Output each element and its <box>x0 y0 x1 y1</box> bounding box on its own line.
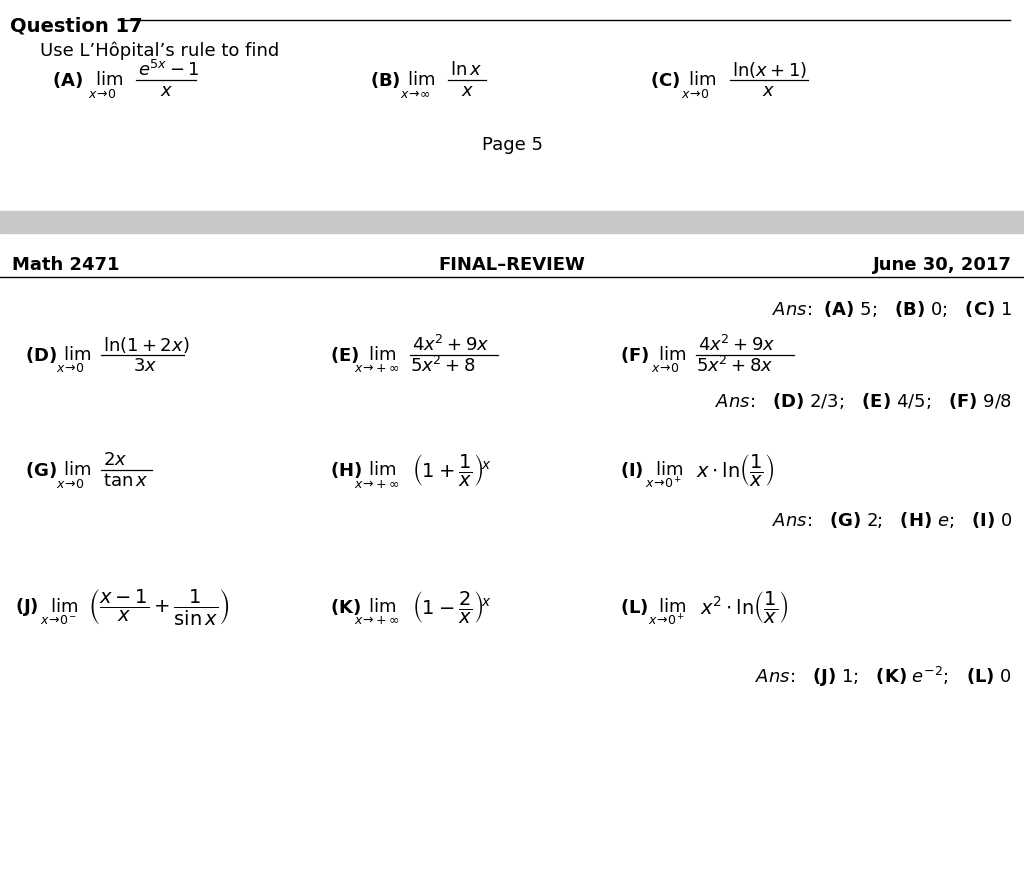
Text: $\mathbf{(L)}$: $\mathbf{(L)}$ <box>620 597 648 617</box>
Text: $x\!\to\!0^+$: $x\!\to\!0^+$ <box>648 613 685 628</box>
Text: $\left(\dfrac{x-1}{x}+\dfrac{1}{\sin x}\right)$: $\left(\dfrac{x-1}{x}+\dfrac{1}{\sin x}\… <box>88 587 229 627</box>
Text: $\lim$: $\lim$ <box>368 598 396 616</box>
Text: $x$: $x$ <box>762 82 775 100</box>
Text: $\lim$: $\lim$ <box>655 461 683 479</box>
Text: June 30, 2017: June 30, 2017 <box>873 256 1012 274</box>
Text: $\mathbf{(B)}$: $\mathbf{(B)}$ <box>370 70 400 90</box>
Text: $x\!\to\!+\infty$: $x\!\to\!+\infty$ <box>354 478 399 491</box>
Text: $\mathbf{(K)}$: $\mathbf{(K)}$ <box>330 597 360 617</box>
Text: $\mathbf{(F)}$: $\mathbf{(F)}$ <box>620 345 649 365</box>
Text: Page 5: Page 5 <box>481 136 543 154</box>
Text: $x^2\cdot\ln\!\left(\dfrac{1}{x}\right)$: $x^2\cdot\ln\!\left(\dfrac{1}{x}\right)$ <box>700 589 788 625</box>
Text: $\mathit{Ans}$:   $\mathbf{(J)}$ 1;   $\mathbf{(K)}$ $e^{-2}$;   $\mathbf{(L)}$ : $\mathit{Ans}$: $\mathbf{(J)}$ 1; $\math… <box>755 665 1012 689</box>
Text: $x\!\to\!+\infty$: $x\!\to\!+\infty$ <box>354 614 399 627</box>
Text: $x\!\to\!\infty$: $x\!\to\!\infty$ <box>400 88 430 101</box>
Text: $\mathbf{(D)}$: $\mathbf{(D)}$ <box>25 345 57 365</box>
Text: $5x^2+8x$: $5x^2+8x$ <box>696 356 774 376</box>
Text: $x\!\to\!0$: $x\!\to\!0$ <box>681 88 710 101</box>
Text: $4x^2+9x$: $4x^2+9x$ <box>698 335 776 355</box>
Text: $\mathbf{(I)}$: $\mathbf{(I)}$ <box>620 460 644 480</box>
Text: $x$: $x$ <box>160 82 173 100</box>
Text: $\lim$: $\lim$ <box>63 346 91 364</box>
Text: $x\!\to\!0$: $x\!\to\!0$ <box>88 88 116 101</box>
Text: $x\!\to\!0^-$: $x\!\to\!0^-$ <box>40 614 77 627</box>
Text: $3x$: $3x$ <box>133 357 158 375</box>
Text: $\lim$: $\lim$ <box>658 346 686 364</box>
Text: FINAL–REVIEW: FINAL–REVIEW <box>438 256 586 274</box>
Text: $\lim$: $\lim$ <box>50 598 78 616</box>
Text: $\left(1+\dfrac{1}{x}\right)^{\!x}$: $\left(1+\dfrac{1}{x}\right)^{\!x}$ <box>412 452 492 488</box>
Text: $x\!\to\!+\infty$: $x\!\to\!+\infty$ <box>354 362 399 375</box>
Text: $\mathbf{(H)}$: $\mathbf{(H)}$ <box>330 460 362 480</box>
Text: $\lim$: $\lim$ <box>63 461 91 479</box>
Text: $\lim$: $\lim$ <box>407 71 435 89</box>
Text: $\lim$: $\lim$ <box>368 346 396 364</box>
Text: $x\!\to\!0$: $x\!\to\!0$ <box>651 362 679 375</box>
Text: $\mathbf{(C)}$: $\mathbf{(C)}$ <box>650 70 680 90</box>
Text: Math 2471: Math 2471 <box>12 256 120 274</box>
Text: $\mathbf{(A)}$: $\mathbf{(A)}$ <box>52 70 83 90</box>
Text: $x\!\to\!0$: $x\!\to\!0$ <box>56 478 84 491</box>
Text: $x$: $x$ <box>461 82 474 100</box>
Text: $\ln x$: $\ln x$ <box>450 61 482 79</box>
Text: $e^{5x}-1$: $e^{5x}-1$ <box>138 60 200 80</box>
Text: $\mathit{Ans}$:   $\mathbf{(G)}$ 2;   $\mathbf{(H)}$ $e$;   $\mathbf{(I)}$ 0: $\mathit{Ans}$: $\mathbf{(G)}$ 2; $\math… <box>772 510 1012 530</box>
Text: $x\!\to\!0^+$: $x\!\to\!0^+$ <box>645 476 682 492</box>
Text: $4x^2+9x$: $4x^2+9x$ <box>412 335 489 355</box>
Text: $\lim$: $\lim$ <box>368 461 396 479</box>
Text: $\ln(1+2x)$: $\ln(1+2x)$ <box>103 335 189 355</box>
Text: Use L’Hôpital’s rule to find: Use L’Hôpital’s rule to find <box>40 41 280 60</box>
Bar <box>0 211 1024 233</box>
Text: $\ln(x+1)$: $\ln(x+1)$ <box>732 60 807 80</box>
Text: $\mathit{Ans}$:  $\mathbf{(A)}$ 5;   $\mathbf{(B)}$ 0;   $\mathbf{(C)}$ 1: $\mathit{Ans}$: $\mathbf{(A)}$ 5; $\math… <box>772 299 1012 319</box>
Text: $5x^2+8$: $5x^2+8$ <box>410 356 476 376</box>
Text: $\left(1-\dfrac{2}{x}\right)^{\!x}$: $\left(1-\dfrac{2}{x}\right)^{\!x}$ <box>412 589 492 625</box>
Text: $\lim$: $\lim$ <box>95 71 123 89</box>
Text: $\tan x$: $\tan x$ <box>103 472 148 490</box>
Text: $\mathbf{(J)}$: $\mathbf{(J)}$ <box>15 596 39 618</box>
Text: $\lim$: $\lim$ <box>658 598 686 616</box>
Text: $x\!\to\!0$: $x\!\to\!0$ <box>56 362 84 375</box>
Text: $x\cdot\ln\!\left(\dfrac{1}{x}\right)$: $x\cdot\ln\!\left(\dfrac{1}{x}\right)$ <box>696 452 774 488</box>
Text: $\lim$: $\lim$ <box>688 71 716 89</box>
Text: $2x$: $2x$ <box>103 451 127 469</box>
Text: Question 17: Question 17 <box>10 17 142 36</box>
Text: $\mathbf{(G)}$: $\mathbf{(G)}$ <box>25 460 56 480</box>
Text: $\mathbf{(E)}$: $\mathbf{(E)}$ <box>330 345 359 365</box>
Text: $\mathit{Ans}$:   $\mathbf{(D)}$ 2/3;   $\mathbf{(E)}$ 4/5;   $\mathbf{(F)}$ 9/8: $\mathit{Ans}$: $\mathbf{(D)}$ 2/3; $\ma… <box>716 391 1012 411</box>
